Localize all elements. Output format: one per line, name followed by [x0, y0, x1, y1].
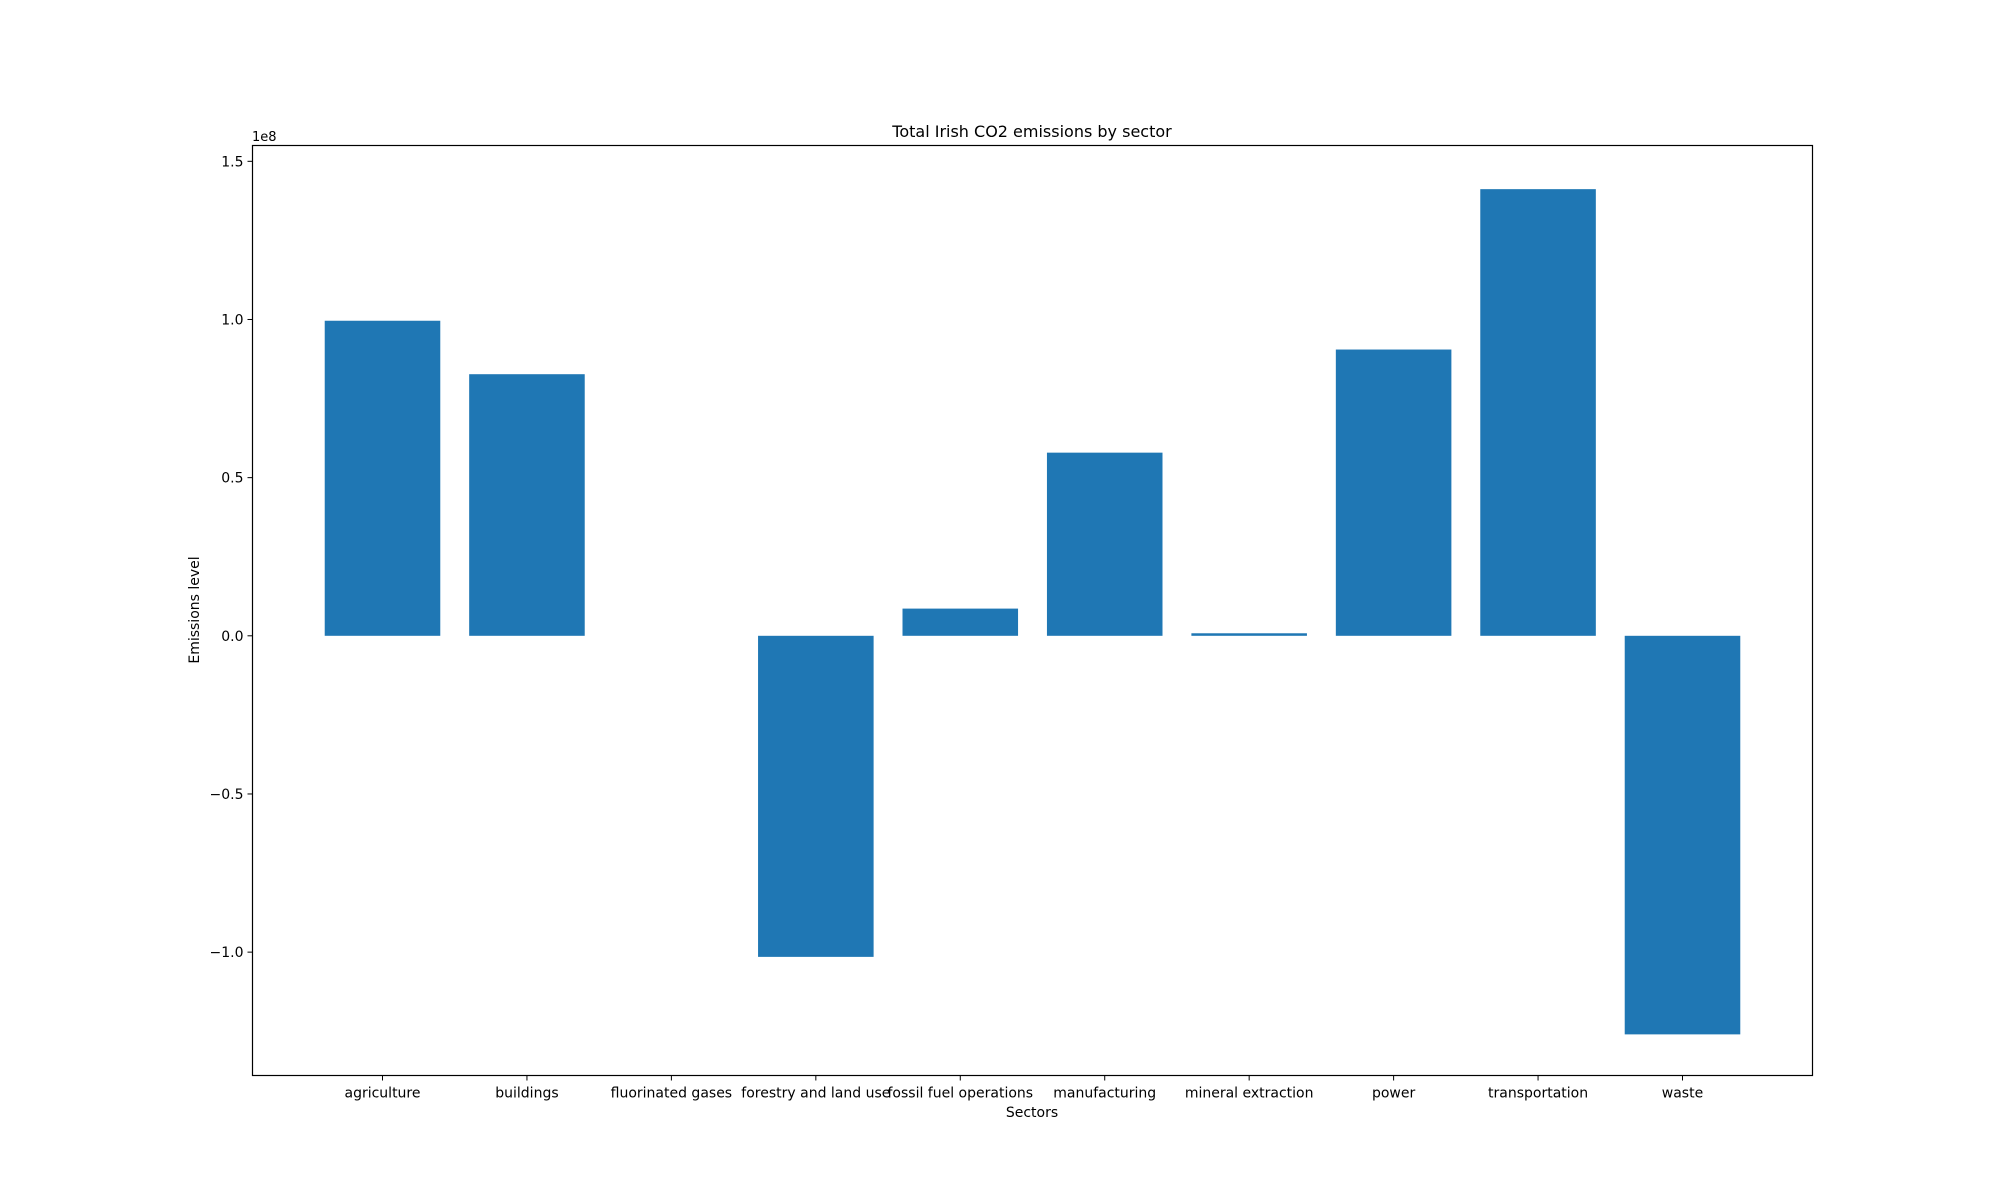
x-tick-label: fluorinated gases [611, 1086, 732, 1102]
y-tick-label: −0.5 [210, 787, 244, 803]
x-tick-label: power [1372, 1086, 1416, 1102]
x-tick-label: fossil fuel operations [887, 1086, 1033, 1102]
x-tick-label: forestry and land use [741, 1086, 890, 1102]
x-tick-label: agriculture [345, 1086, 421, 1102]
x-axis-label: Sectors [1006, 1105, 1058, 1121]
bar-agriculture [324, 320, 441, 636]
bar-manufacturing [1046, 452, 1163, 636]
bar-waste [1624, 635, 1741, 1035]
x-axis-ticks: agriculture buildings fluorinated gases for… [345, 1075, 1703, 1102]
bar-buildings [469, 374, 585, 636]
x-tick-label: mineral extraction [1185, 1086, 1314, 1102]
y-tick-label: 0.0 [221, 629, 243, 645]
bar-mineral-extraction [1191, 633, 1307, 636]
y-tick-label: −1.0 [210, 945, 244, 961]
x-tick-label: manufacturing [1053, 1086, 1156, 1102]
x-tick-label: buildings [495, 1086, 558, 1102]
y-axis-label: Emissions level [187, 556, 203, 663]
x-tick-label: transportation [1488, 1086, 1588, 1102]
bar-forestry-and-land-use [758, 635, 874, 957]
bar-power [1335, 349, 1452, 636]
plot-frame [251, 144, 1814, 1077]
y-axis-ticks: −1.0 −0.5 0.0 0.5 1.0 1.5 [210, 154, 253, 961]
x-tick-label: waste [1662, 1086, 1703, 1102]
chart-title: Total Irish CO2 emissions by sector [891, 122, 1172, 141]
bar-transportation [1480, 189, 1596, 636]
y-axis-offset-label: 1e8 [252, 130, 277, 145]
bars-group [324, 189, 1741, 1035]
y-tick-label: 1.5 [221, 154, 243, 170]
bar-fossil-fuel-operations [902, 608, 1019, 636]
y-tick-label: 1.0 [221, 312, 243, 328]
y-tick-label: 0.5 [221, 471, 243, 487]
